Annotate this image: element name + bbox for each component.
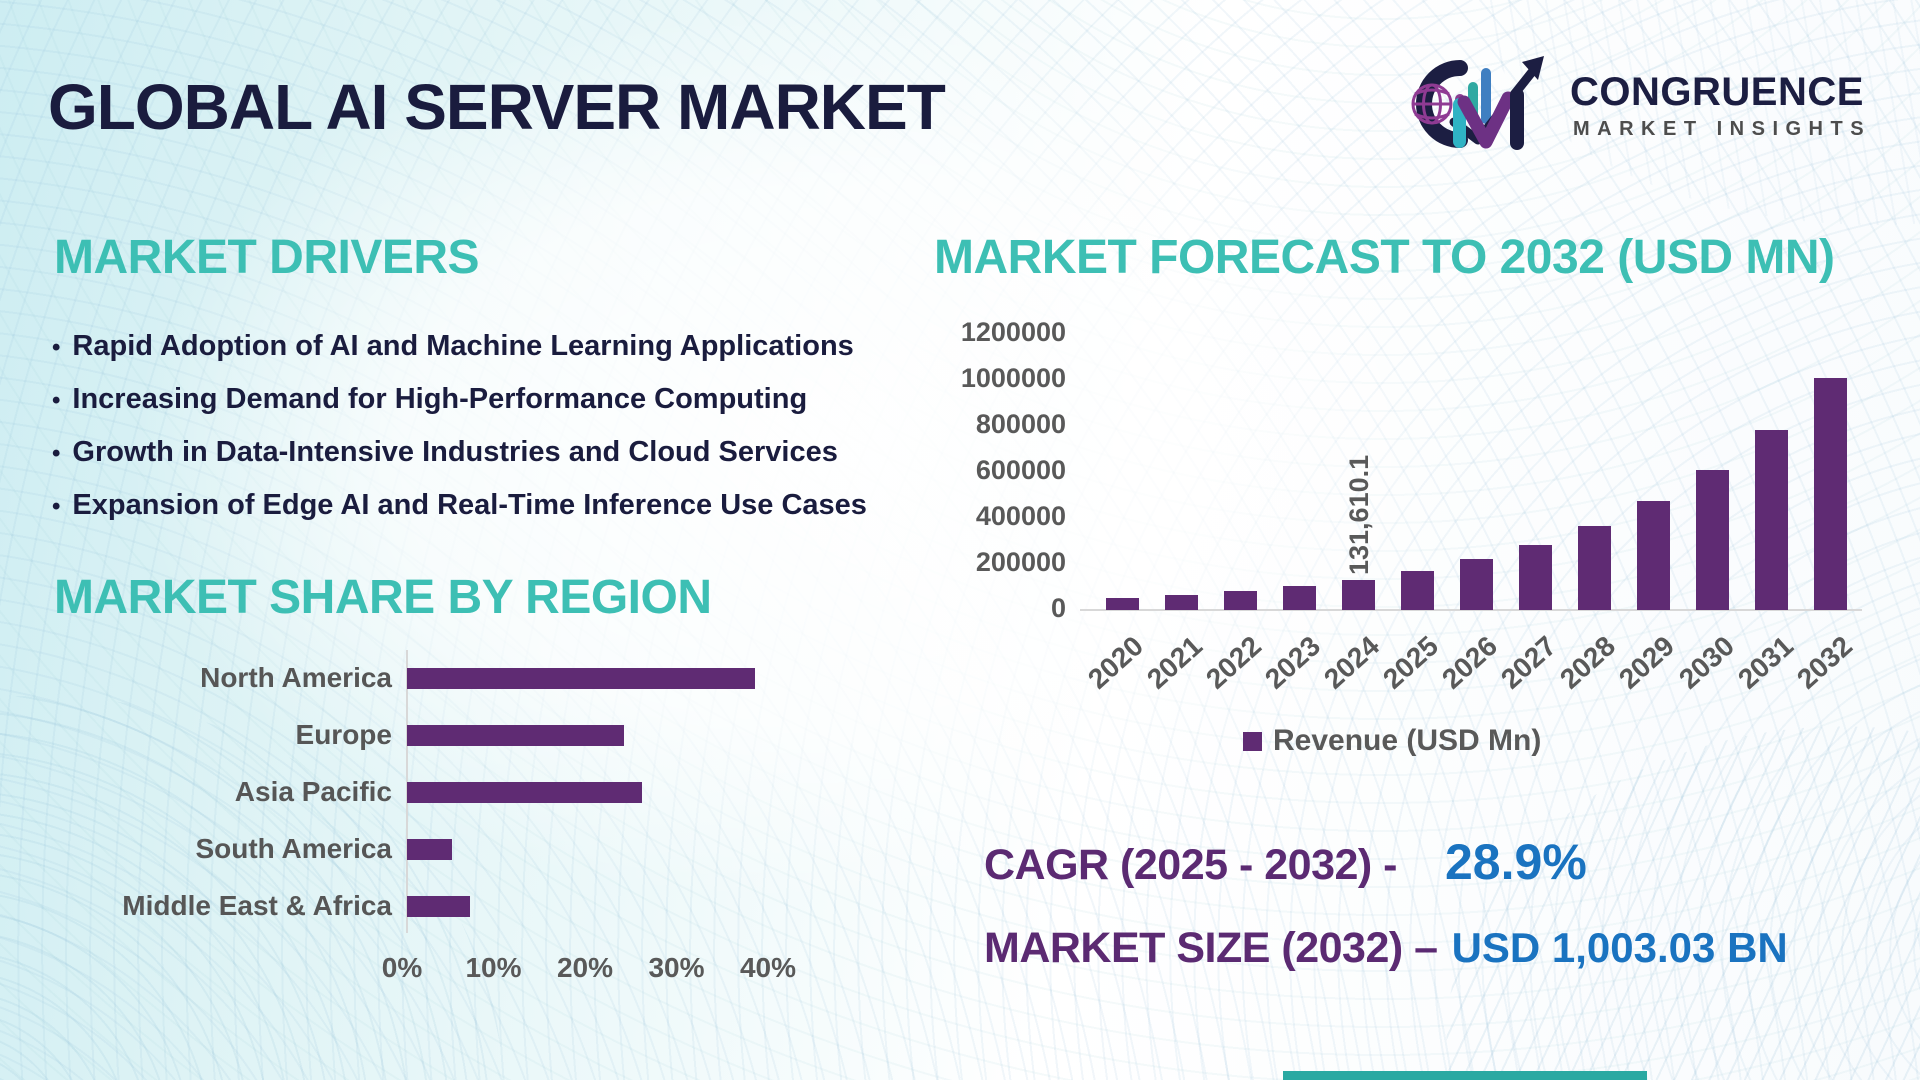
forecast-bar-2021 [1164,595,1198,610]
legend-label: Revenue (USD Mn) [1273,724,1542,757]
forecast-bar-2029 [1637,501,1671,610]
forecast-x-label-2020: 2020 [1081,630,1149,695]
share-x-tick-10: 10% [465,952,522,983]
forecast-x-label-2028: 2028 [1554,630,1622,695]
forecast-bar-2030 [1696,470,1730,610]
logo-arrowhead-icon [1522,56,1544,80]
brand-logo-icon [1411,56,1544,150]
market-size-row: MARKET SIZE (2032) – USD 1,003.03 BN [984,924,1788,973]
share-chart-heading: MARKET SHARE BY REGION [54,571,712,624]
forecast-x-label-2027: 2027 [1495,630,1563,695]
forecast-x-label-2031: 2031 [1731,630,1799,695]
bullet-icon: • [52,334,61,361]
bullet-icon: • [52,387,61,414]
forecast-bar-2028 [1578,526,1612,610]
forecast-x-label-2025: 2025 [1377,630,1445,695]
forecast-y-tick-1200000: 1200000 [960,317,1066,347]
forecast-y-tick-400000: 400000 [975,501,1066,531]
forecast-x-label-2026: 2026 [1436,630,1504,695]
share-category-label-middle-east-africa: Middle East & Africa [122,890,392,921]
drivers-heading: MARKET DRIVERS [54,231,480,284]
share-x-tick-0: 0% [381,952,423,983]
share-bar-europe [407,725,624,746]
cagr-value: 28.9% [1445,834,1587,890]
forecast-bar-2020 [1105,598,1139,610]
bullet-icon: • [52,493,61,520]
forecast-bar-2025 [1400,571,1434,610]
share-bar-middle-east-africa [407,896,471,917]
forecast-y-tick-1000000: 1000000 [960,363,1066,393]
driver-item: • Rapid Adoption of AI and Machine Learni… [52,329,854,365]
driver-item: • Expansion of Edge AI and Real-Time Infe… [52,488,867,524]
share-bar-south-america [407,839,453,860]
forecast-bar-2027 [1519,545,1553,610]
share-category-label-europe: Europe [295,719,392,750]
share-x-tick-30: 30% [648,952,705,983]
forecast-chart-heading: MARKET FORECAST TO 2032 (USD MN) [934,231,1835,284]
share-category-label-north-america: North America [200,662,392,693]
forecast-x-label-2023: 2023 [1258,630,1326,695]
driver-item-text: Expansion of Edge AI and Real-Time Infer… [72,489,867,521]
share-category-label-south-america: South America [195,833,392,864]
driver-item: • Increasing Demand for High-Performance … [52,382,807,418]
share-bar-asia-pacific [407,782,642,803]
forecast-bar-2031 [1755,430,1789,610]
forecast-bar-2023 [1282,586,1316,610]
forecast-y-tick-800000: 800000 [975,409,1066,439]
market-size-label: MARKET SIZE (2032) – [984,924,1438,972]
forecast-bar-2024 [1341,580,1375,610]
market-size-value: USD 1,003.03 BN [1451,924,1788,971]
share-chart-y-axis [406,650,408,933]
driver-item-text: Increasing Demand for High-Performance C… [72,383,808,415]
brand-logo: CONGRUENCE MARKET INSIGHTS [1398,46,1878,166]
forecast-y-tick-0: 0 [1050,593,1066,623]
background-waves-bottom-right [1446,726,1920,1080]
logo-m-icon [1453,88,1524,150]
bottom-accent-bar [1283,1071,1647,1080]
share-category-label-asia-pacific: Asia Pacific [234,776,392,807]
forecast-y-tick-200000: 200000 [975,547,1066,577]
cagr-label: CAGR (2025 - 2032) - [984,841,1398,889]
driver-item: • Growth in Data-Intensive Industries and… [52,435,838,471]
forecast-x-axis [1080,609,1862,611]
forecast-bar-2032 [1814,378,1848,610]
legend-marker-icon [1243,731,1262,751]
background-waves-bottom-left [0,696,503,1080]
forecast-y-tick-600000: 600000 [975,455,1066,485]
logo-globe-icon [1411,83,1453,125]
forecast-x-label-2029: 2029 [1613,630,1681,695]
bullet-icon: • [52,440,61,467]
forecast-legend: Revenue (USD Mn) [1243,724,1541,758]
share-bar-north-america [407,668,755,689]
brand-name: CONGRUENCE [1570,70,1864,114]
forecast-x-label-2032: 2032 [1790,630,1858,695]
page-title: GLOBAL AI SERVER MARKET [48,71,946,143]
driver-item-text: Rapid Adoption of AI and Machine Learnin… [72,330,854,362]
forecast-data-label-2024: 131,610.1 [1344,454,1374,575]
forecast-bar-2022 [1223,591,1257,610]
forecast-x-label-2030: 2030 [1672,630,1740,695]
cagr-row: CAGR (2025 - 2032) - 28.9% [984,833,1587,891]
share-x-tick-20: 20% [556,952,614,983]
forecast-x-label-2022: 2022 [1199,630,1267,695]
forecast-x-label-2024: 2024 [1318,630,1386,695]
driver-item-text: Growth in Data-Intensive Industries and … [72,436,838,468]
forecast-x-label-2021: 2021 [1140,630,1208,695]
forecast-bar-2026 [1459,559,1493,610]
brand-tagline: MARKET INSIGHTS [1573,118,1872,140]
share-x-tick-40: 40% [739,952,797,983]
